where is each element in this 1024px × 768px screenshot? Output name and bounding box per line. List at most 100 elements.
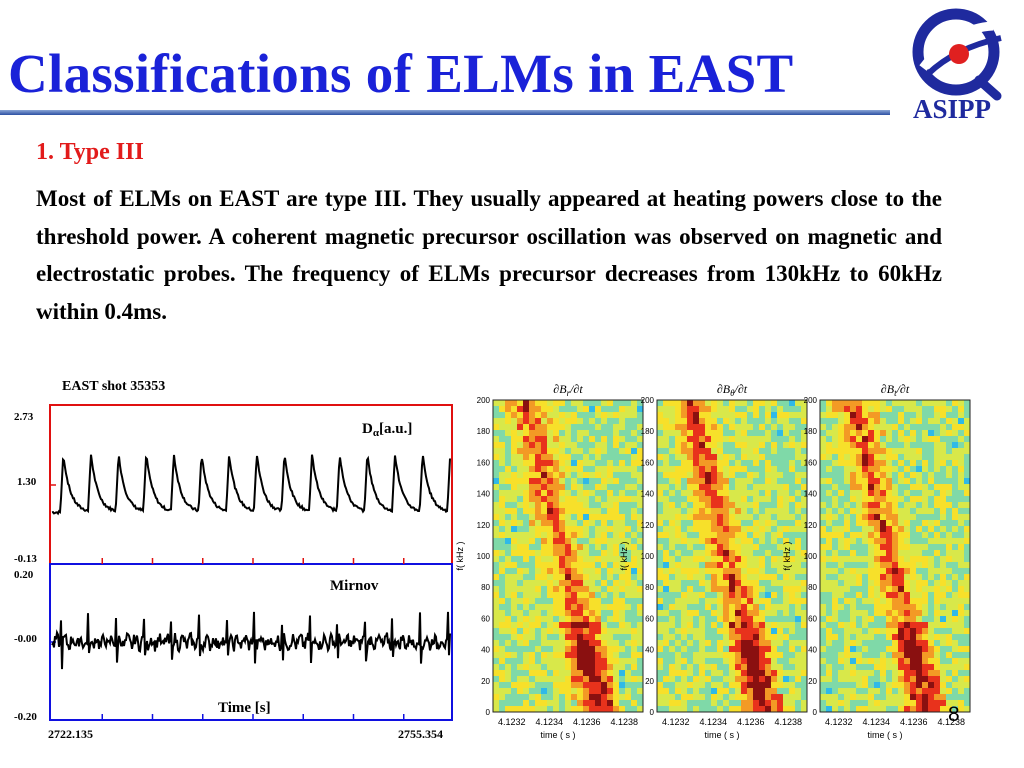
heatmap-cell: [717, 568, 724, 575]
heatmap-cell: [625, 526, 632, 533]
heatmap-cell: [958, 484, 965, 491]
heatmap-cell: [601, 466, 608, 473]
heatmap-cell: [583, 574, 590, 581]
heatmap-cell: [669, 484, 676, 491]
heatmap-cell: [801, 592, 808, 599]
heatmap-cell: [717, 640, 724, 647]
heatmap-cell: [699, 628, 706, 635]
heatmap-cell: [868, 472, 875, 479]
heatmap-cell: [583, 490, 590, 497]
heatmap-cell: [637, 478, 644, 485]
heatmap-cell: [493, 634, 500, 641]
heatmap-cell: [850, 454, 857, 461]
heatmap-cell: [705, 610, 712, 617]
heatmap-cell: [499, 418, 506, 425]
heatmap-cell: [916, 574, 923, 581]
heatmap-cell: [625, 418, 632, 425]
heatmap-cell: [693, 520, 700, 527]
heatmap-cell: [898, 676, 905, 683]
heatmap-cell: [765, 496, 772, 503]
heatmap-cell: [801, 526, 808, 533]
spectrogram-ytick: 60: [481, 614, 490, 623]
heatmap-cell: [505, 604, 512, 611]
heatmap-cell: [904, 442, 911, 449]
heatmap-cell: [595, 700, 602, 707]
heatmap-cell: [717, 472, 724, 479]
heatmap-cell: [741, 478, 748, 485]
heatmap-cell: [583, 406, 590, 413]
heatmap-cell: [940, 478, 947, 485]
heatmap-cell: [886, 520, 893, 527]
heatmap-cell: [783, 508, 790, 515]
heatmap-cell: [541, 424, 548, 431]
heatmap-cell: [559, 640, 566, 647]
heatmap-cell: [499, 442, 506, 449]
heatmap-cell: [493, 676, 500, 683]
heatmap-cell: [675, 532, 682, 539]
spectrogram-ytick: 120: [477, 521, 491, 530]
heatmap-cell: [868, 640, 875, 647]
heatmap-cell: [711, 436, 718, 443]
dalpha-trace: [51, 454, 451, 516]
heatmap-cell: [505, 658, 512, 665]
heatmap-cell: [541, 706, 548, 713]
heatmap-cell: [783, 664, 790, 671]
heatmap-cell: [559, 490, 566, 497]
heatmap-cell: [571, 496, 578, 503]
heatmap-cell: [681, 412, 688, 419]
heatmap-cell: [705, 586, 712, 593]
heatmap-cell: [675, 484, 682, 491]
heatmap-cell: [583, 658, 590, 665]
heatmap-cell: [613, 622, 620, 629]
heatmap-cell: [535, 412, 542, 419]
heatmap-cell: [607, 400, 614, 407]
heatmap-cell: [820, 592, 827, 599]
heatmap-cell: [868, 562, 875, 569]
heatmap-cell: [880, 430, 887, 437]
heatmap-cell: [601, 694, 608, 701]
heatmap-cell: [735, 604, 742, 611]
heatmap-cell: [934, 526, 941, 533]
heatmap-cell: [687, 448, 694, 455]
heatmap-cell: [952, 676, 959, 683]
heatmap-cell: [765, 598, 772, 605]
heatmap-cell: [493, 478, 500, 485]
heatmap-cell: [832, 556, 839, 563]
heatmap-cell: [529, 514, 536, 521]
heatmap-cell: [868, 436, 875, 443]
heatmap-cell: [874, 454, 881, 461]
heatmap-cell: [687, 436, 694, 443]
heatmap-cell: [771, 514, 778, 521]
heatmap-cell: [801, 496, 808, 503]
heatmap-cell: [529, 448, 536, 455]
heatmap-cell: [886, 634, 893, 641]
heatmap-cell: [577, 442, 584, 449]
heatmap-cell: [565, 670, 572, 677]
heatmap-cell: [868, 478, 875, 485]
heatmap-cell: [613, 538, 620, 545]
heatmap-cell: [595, 610, 602, 617]
heatmap-cell: [559, 454, 566, 461]
heatmap-cell: [892, 664, 899, 671]
heatmap-cell: [553, 484, 560, 491]
heatmap-cell: [711, 652, 718, 659]
heatmap-cell: [958, 604, 965, 611]
heatmap-cell: [619, 406, 626, 413]
heatmap-cell: [619, 550, 626, 557]
heatmap-cell: [946, 502, 953, 509]
heatmap-cell: [898, 478, 905, 485]
heatmap-cell: [607, 658, 614, 665]
heatmap-cell: [952, 556, 959, 563]
heatmap-cell: [789, 478, 796, 485]
heatmap-cell: [838, 544, 845, 551]
heatmap-cell: [619, 640, 626, 647]
heatmap-cell: [601, 670, 608, 677]
heatmap-cell: [637, 634, 644, 641]
heatmap-cell: [826, 454, 833, 461]
heatmap-cell: [729, 568, 736, 575]
heatmap-cell: [663, 526, 670, 533]
heatmap-cell: [874, 514, 881, 521]
heatmap-cell: [589, 658, 596, 665]
heatmap-cell: [928, 448, 935, 455]
heatmap-cell: [795, 532, 802, 539]
